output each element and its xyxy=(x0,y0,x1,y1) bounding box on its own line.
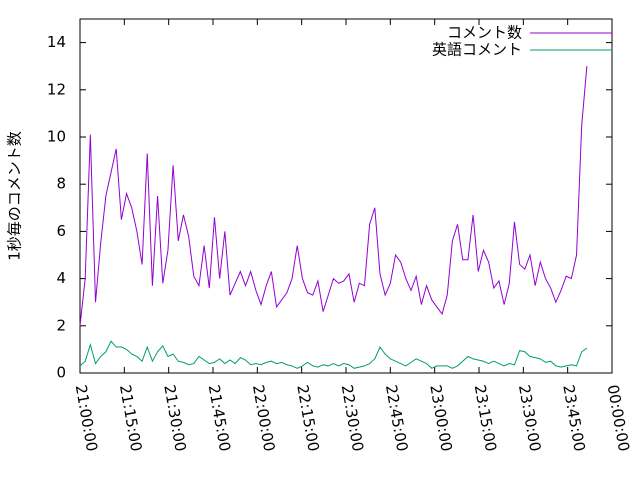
x-tick-label: 23:15:00 xyxy=(471,383,500,452)
x-tick-label: 21:30:00 xyxy=(160,383,189,452)
legend-label: 英語コメント xyxy=(432,41,522,59)
series-line xyxy=(79,340,588,369)
y-tick-label: 12 xyxy=(47,80,66,98)
x-tick-label: 22:30:00 xyxy=(338,383,367,452)
x-tick-label: 22:15:00 xyxy=(293,383,322,452)
x-tick-label: 23:30:00 xyxy=(515,383,544,452)
x-tick-label: 22:00:00 xyxy=(249,383,278,452)
x-tick-label: 21:45:00 xyxy=(205,383,234,452)
y-tick-label: 10 xyxy=(47,128,66,146)
x-tick-label: 23:45:00 xyxy=(559,383,588,452)
y-tick-label: 2 xyxy=(56,316,66,334)
x-tick-label: 21:00:00 xyxy=(72,383,101,452)
y-tick-label: 8 xyxy=(56,175,66,193)
x-tick-label: 23:00:00 xyxy=(426,383,455,452)
x-tick-label: 21:15:00 xyxy=(116,383,145,452)
plot-border xyxy=(79,18,613,374)
y-axis-label: 1秒毎のコメント数 xyxy=(6,131,24,261)
legend-label: コメント数 xyxy=(447,24,522,42)
x-tick-label: 22:45:00 xyxy=(382,383,411,452)
x-tick-label: 00:00:00 xyxy=(604,383,633,452)
y-tick-label: 0 xyxy=(56,364,66,382)
series-line xyxy=(79,66,588,326)
y-tick-label: 6 xyxy=(56,222,66,240)
y-tick-label: 4 xyxy=(56,269,66,287)
y-tick-label: 14 xyxy=(47,33,66,51)
